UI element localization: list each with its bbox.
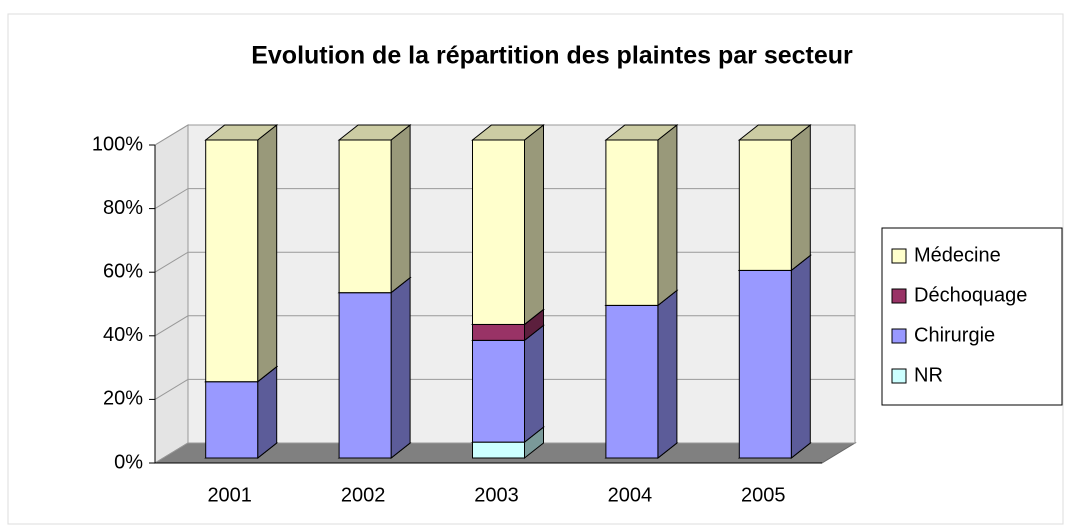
legend-swatch [891,288,907,304]
bar [605,139,659,306]
bar [338,292,392,459]
y-tick-label: 40% [103,324,143,346]
legend-label: Médecine [914,244,1001,266]
legend-swatch [891,368,907,384]
bar [472,339,525,443]
y-tick-label: 100% [92,133,143,155]
bar [472,139,525,325]
legend-box [881,227,1063,406]
bar-top [337,124,412,141]
y-tick-label: 0% [114,451,143,473]
y-tick-label: 60% [103,260,143,282]
bar-side [790,254,811,460]
legend-swatch [891,248,907,264]
bar [205,139,259,383]
legend-swatch [891,328,907,344]
bar [205,381,259,459]
x-tick-label: 2002 [341,484,386,506]
bar-side [524,324,544,444]
bar [738,269,792,459]
x-tick-label: 2003 [474,484,519,506]
bar-side [257,365,278,460]
bar-side [390,123,411,294]
bar-side [257,123,278,383]
bar-side [790,123,811,272]
x-tick-label: 2004 [608,484,653,506]
bar-top [604,124,679,141]
chart-title: Evolution de la répartition des plaintes… [251,42,853,70]
bar-side [524,123,544,326]
bar-top [204,124,279,141]
bar-side [657,289,678,460]
x-tick-label: 2005 [741,484,786,506]
side-wall [154,124,189,464]
legend-label: Chirurgie [914,324,995,346]
x-tick-label: 2001 [207,484,252,506]
legend: Médecine Déchoquage Chirurgie NR [881,227,1063,406]
bar [472,441,525,459]
legend-label: NR [914,364,943,386]
bar [738,139,792,271]
bar-side [390,276,411,460]
bar [605,304,659,459]
y-tick-label: 80% [103,197,143,219]
bar [472,323,525,341]
y-tick-label: 20% [103,388,143,410]
bar [338,139,392,294]
bar-top [737,124,812,141]
bar-side [657,123,678,307]
bar-top [471,124,545,141]
legend-label: Déchoquage [914,284,1027,306]
